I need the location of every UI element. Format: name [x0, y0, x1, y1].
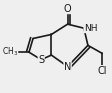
Text: Cl: Cl [97, 66, 106, 76]
Text: N: N [63, 62, 71, 72]
Text: CH$_3$: CH$_3$ [2, 46, 18, 58]
Text: NH: NH [83, 24, 97, 33]
Text: O: O [63, 4, 71, 14]
Text: S: S [38, 55, 44, 65]
